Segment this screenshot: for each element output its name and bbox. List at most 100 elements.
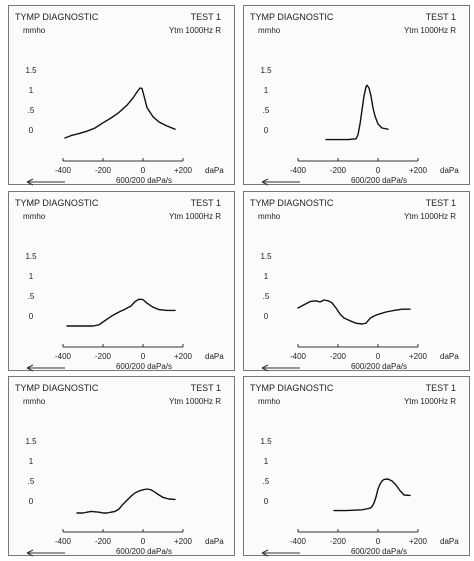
x-unit-label: daPa [440, 166, 459, 175]
x-tick-label: -400 [290, 166, 307, 175]
tympanogram-panel-5: TYMP DIAGNOSTIC TEST 1 mmho Ytm 1000Hz R 0 .5… [8, 376, 235, 557]
chart-title: TYMP DIAGNOSTIC [15, 12, 99, 22]
test-label: TEST 1 [191, 12, 221, 22]
sweep-direction-arrow [261, 549, 300, 557]
x-tick-label: 0 [141, 166, 146, 175]
sweep-rate-label: 600/200 daPa/s [116, 547, 172, 556]
x-tick-label: 0 [376, 166, 381, 175]
tympanogram-chart: TYMP DIAGNOSTIC TEST 1 mmho Ytm 1000Hz R 0 .5… [250, 198, 459, 372]
x-unit-label: daPa [205, 166, 224, 175]
test-label: TEST 1 [191, 383, 221, 393]
y-unit-label: mmho [23, 212, 46, 221]
x-tick-label: -400 [55, 537, 72, 546]
probe-label: Ytm 1000Hz R [404, 212, 456, 221]
y-tick-label: 0 [264, 126, 269, 135]
admittance-curve [297, 299, 411, 325]
probe-label: Ytm 1000Hz R [169, 212, 221, 221]
admittance-curve [76, 488, 176, 514]
tympanogram-chart: TYMP DIAGNOSTIC TEST 1 mmho Ytm 1000Hz R 0 .5… [250, 383, 459, 557]
x-tick-label: -200 [330, 352, 347, 361]
sweep-direction-arrow [26, 178, 65, 186]
y-unit-label: mmho [23, 26, 46, 35]
x-tick-label: 0 [376, 352, 381, 361]
sweep-rate-label: 600/200 daPa/s [351, 176, 407, 185]
tympanogram-chart: TYMP DIAGNOSTIC TEST 1 mmho Ytm 1000Hz R 0 .5… [15, 383, 224, 557]
y-tick-label: .5 [28, 477, 35, 486]
x-tick-label: -400 [290, 537, 307, 546]
test-label: TEST 1 [426, 198, 456, 208]
tympanogram-panel-1: TYMP DIAGNOSTIC TEST 1 mmho Ytm 1000Hz R 0 .5… [8, 5, 235, 186]
x-tick-label: +200 [409, 537, 428, 546]
x-tick-label: +200 [174, 166, 193, 175]
y-tick-label: 0 [29, 312, 34, 321]
probe-label: Ytm 1000Hz R [169, 397, 221, 406]
tympanogram-panel-4: TYMP DIAGNOSTIC TEST 1 mmho Ytm 1000Hz R 0 .5… [243, 191, 470, 372]
y-tick-label: 1 [264, 272, 269, 281]
x-tick-label: +200 [174, 352, 193, 361]
x-tick-label: -400 [290, 352, 307, 361]
x-tick-label: 0 [141, 352, 146, 361]
sweep-direction-arrow [261, 178, 300, 186]
admittance-curve [66, 298, 176, 327]
admittance-curve [333, 478, 411, 512]
x-unit-label: daPa [440, 537, 459, 546]
test-label: TEST 1 [426, 383, 456, 393]
y-tick-label: 1.5 [25, 437, 37, 446]
y-tick-label: 1 [264, 86, 269, 95]
y-tick-label: 1.5 [25, 66, 37, 75]
y-tick-label: 1.5 [260, 252, 272, 261]
y-tick-label: 0 [264, 497, 269, 506]
sweep-direction-arrow [26, 549, 65, 557]
x-tick-label: +200 [409, 166, 428, 175]
y-unit-label: mmho [258, 26, 281, 35]
test-label: TEST 1 [191, 198, 221, 208]
y-unit-label: mmho [258, 212, 281, 221]
x-tick-label: -200 [330, 166, 347, 175]
probe-label: Ytm 1000Hz R [169, 26, 221, 35]
x-unit-label: daPa [440, 352, 459, 361]
y-tick-label: 1.5 [25, 252, 37, 261]
sweep-rate-label: 600/200 daPa/s [116, 176, 172, 185]
x-tick-label: +200 [409, 352, 428, 361]
y-tick-label: .5 [263, 477, 270, 486]
chart-title: TYMP DIAGNOSTIC [250, 12, 334, 22]
chart-title: TYMP DIAGNOSTIC [15, 198, 99, 208]
tympanogram-panel-3: TYMP DIAGNOSTIC TEST 1 mmho Ytm 1000Hz R 0 .5… [8, 191, 235, 372]
x-tick-label: -200 [95, 537, 112, 546]
test-label: TEST 1 [426, 12, 456, 22]
sweep-rate-label: 600/200 daPa/s [351, 362, 407, 371]
y-tick-label: .5 [263, 106, 270, 115]
tympanogram-chart: TYMP DIAGNOSTIC TEST 1 mmho Ytm 1000Hz R 0 .5… [250, 12, 459, 186]
y-tick-label: 1 [29, 272, 34, 281]
y-tick-label: 1 [29, 457, 34, 466]
y-tick-label: 1 [264, 457, 269, 466]
probe-label: Ytm 1000Hz R [404, 26, 456, 35]
probe-label: Ytm 1000Hz R [404, 397, 456, 406]
tympanogram-chart: TYMP DIAGNOSTIC TEST 1 mmho Ytm 1000Hz R 0 .5… [15, 198, 224, 372]
x-tick-label: 0 [141, 537, 146, 546]
x-tick-label: -200 [95, 166, 112, 175]
sweep-direction-arrow [261, 364, 300, 372]
y-tick-label: 1.5 [260, 437, 272, 446]
sweep-rate-label: 600/200 daPa/s [116, 362, 172, 371]
y-tick-label: .5 [28, 106, 35, 115]
y-tick-label: 0 [29, 126, 34, 135]
sweep-direction-arrow [26, 364, 65, 372]
chart-title: TYMP DIAGNOSTIC [250, 198, 334, 208]
y-tick-label: .5 [28, 292, 35, 301]
sweep-rate-label: 600/200 daPa/s [351, 547, 407, 556]
admittance-curve [64, 87, 176, 139]
tympanogram-panel-2: TYMP DIAGNOSTIC TEST 1 mmho Ytm 1000Hz R 0 .5… [243, 5, 470, 186]
x-unit-label: daPa [205, 352, 224, 361]
x-tick-label: -400 [55, 166, 72, 175]
x-unit-label: daPa [205, 537, 224, 546]
x-tick-label: -200 [95, 352, 112, 361]
chart-title: TYMP DIAGNOSTIC [250, 383, 334, 393]
y-tick-label: 1 [29, 86, 34, 95]
tympanogram-chart: TYMP DIAGNOSTIC TEST 1 mmho Ytm 1000Hz R 0 .5… [15, 12, 224, 186]
x-tick-label: 0 [376, 537, 381, 546]
x-tick-label: -200 [330, 537, 347, 546]
y-tick-label: 0 [264, 312, 269, 321]
x-tick-label: +200 [174, 537, 193, 546]
y-tick-label: 0 [29, 497, 34, 506]
